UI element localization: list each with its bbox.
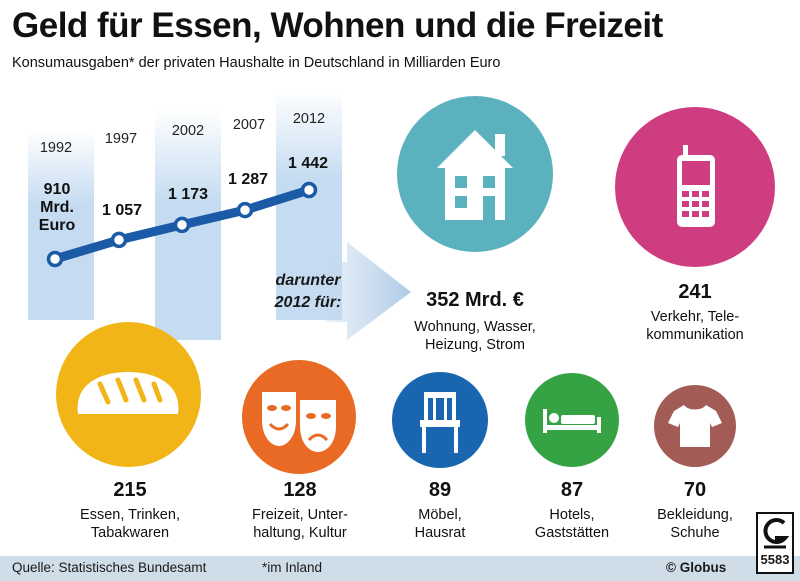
house-icon (437, 130, 513, 220)
bubble-label: Bekleidung, Schuhe (657, 507, 733, 541)
globus-logo (756, 512, 794, 574)
year-label: 1992 (39, 140, 73, 156)
bubble-value: 128 (283, 479, 317, 501)
bubble-label: Hotels, Gaststätten (534, 507, 610, 541)
mobile-phone-icon (677, 145, 715, 227)
year-label: 2012 (292, 111, 326, 127)
data-point (110, 231, 128, 249)
footer-bar (0, 556, 800, 581)
data-point (236, 201, 254, 219)
bubble-value: 241 (678, 281, 712, 303)
data-point (173, 216, 191, 234)
arrow-shape (325, 242, 411, 340)
data-label: 910 Mrd. Euro (38, 181, 76, 234)
bubble-label: Wohnung, Wasser, Heizung, Strom (414, 319, 536, 353)
bubble-value: 70 (683, 479, 707, 501)
bubble-furniture (392, 372, 488, 468)
bubble-value: 87 (560, 479, 584, 501)
logo-number: 5583 (760, 552, 790, 567)
year-label: 1997 (104, 131, 138, 147)
data-point (46, 250, 64, 268)
bubble-value: 215 (113, 479, 147, 501)
source-note: Quelle: Statistisches Bundesamt (12, 560, 207, 575)
chair-icon (420, 392, 460, 453)
bubble-value: 89 (428, 479, 452, 501)
data-label: 1 442 (287, 155, 329, 172)
darunter-label: darunter 2012 für: (274, 272, 342, 311)
bubble-clothing (654, 385, 736, 467)
data-point (300, 181, 318, 199)
tshirt-icon (668, 405, 722, 447)
bubble-food (56, 322, 201, 467)
bubble-housing (397, 96, 553, 252)
data-label: 1 173 (167, 186, 209, 203)
line-plot (46, 181, 318, 268)
bubble-leisure (242, 360, 356, 474)
theater-masks-icon (262, 392, 336, 452)
brand-label: © Globus (666, 560, 727, 575)
globus-logo-icon (763, 518, 790, 549)
bed-icon (543, 409, 601, 433)
year-label: 2002 (171, 123, 205, 139)
data-label: 1 057 (101, 202, 143, 219)
bubble-label: Freizeit, Unter- haltung, Kultur (252, 507, 348, 541)
bubble-label: Verkehr, Tele- kommunikation (646, 309, 744, 343)
year-label: 2007 (232, 117, 266, 133)
page-title: Geld für Essen, Wohnen und die Freizeit (12, 6, 663, 45)
bread-icon (77, 372, 179, 414)
year-band (28, 130, 94, 320)
bubble-label: Möbel, Hausrat (414, 507, 466, 541)
bubble-transport (615, 107, 775, 267)
bubble-value: 352 Mrd. € (426, 289, 524, 311)
bubble-label: Essen, Trinken, Tabakwaren (80, 507, 180, 541)
data-label: 1 287 (227, 171, 269, 188)
bubble-hotels (525, 373, 619, 467)
page-subtitle: Konsumausgaben* der privaten Haushalte i… (12, 55, 501, 71)
footnote: *im Inland (262, 560, 323, 575)
